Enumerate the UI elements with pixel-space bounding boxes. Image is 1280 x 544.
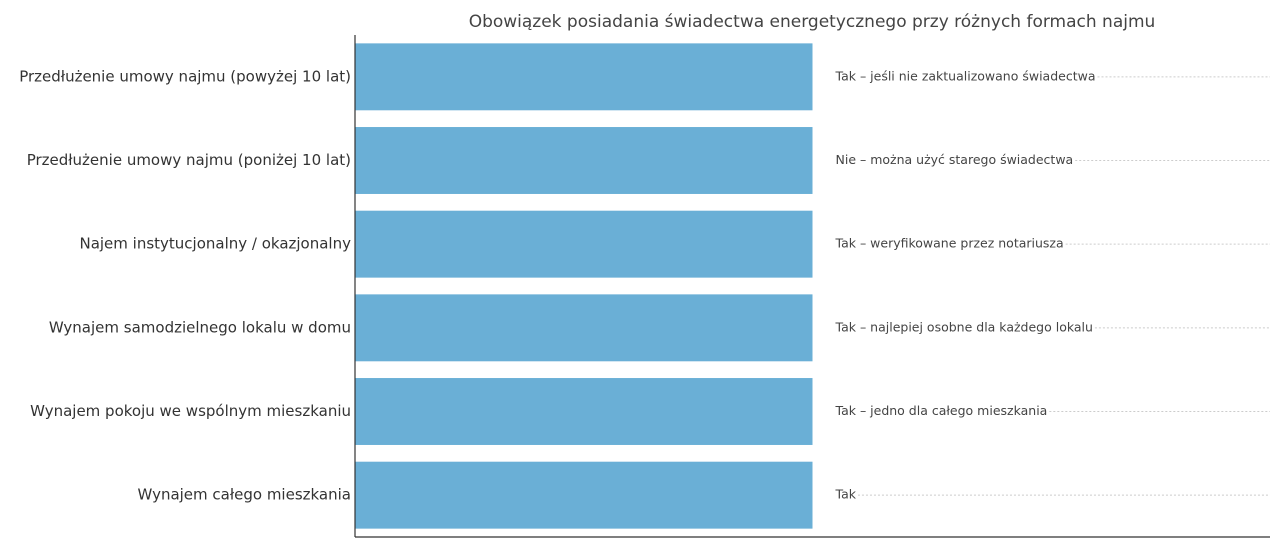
y-tick-label: Najem instytucjonalny / okazjonalny <box>79 235 351 253</box>
y-tick-label: Wynajem pokoju we wspólnym mieszkaniu <box>30 402 351 420</box>
bar <box>355 43 813 111</box>
chart-title: Obowiązek posiadania świadectwa energety… <box>469 12 1156 32</box>
annotation: Tak <box>835 487 857 502</box>
bar <box>355 294 813 362</box>
y-tick-label: Przedłużenie umowy najmu (poniżej 10 lat… <box>27 151 351 169</box>
bar <box>355 210 813 278</box>
bar <box>355 127 813 194</box>
bar <box>355 461 813 529</box>
annotation: Tak – weryfikowane przez notariusza <box>835 236 1064 251</box>
y-tick-label: Wynajem samodzielnego lokalu w domu <box>49 318 351 336</box>
y-tick-label: Przedłużenie umowy najmu (powyżej 10 lat… <box>19 67 351 85</box>
y-tick-label: Wynajem całego mieszkania <box>138 486 352 504</box>
annotation: Tak – jeśli nie zaktualizowano świadectw… <box>835 68 1096 83</box>
annotation: Tak – jedno dla całego mieszkania <box>835 403 1048 418</box>
annotation: Tak – najlepiej osobne dla każdego lokal… <box>835 319 1093 334</box>
bar <box>355 378 813 445</box>
annotation: Nie – można użyć starego świadectwa <box>836 152 1074 167</box>
